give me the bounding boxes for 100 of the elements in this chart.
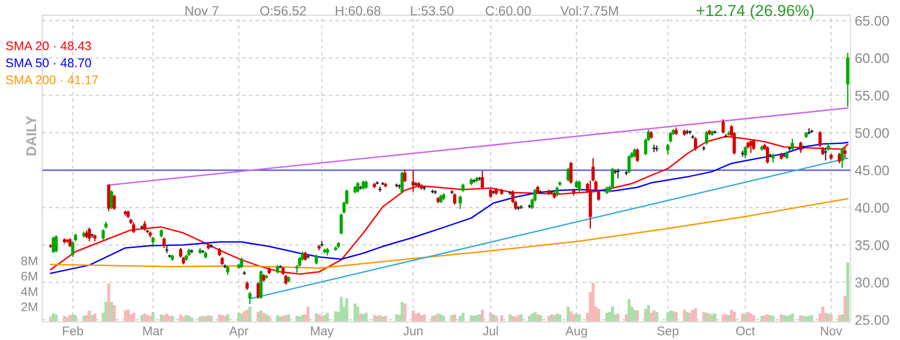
candlestick [314, 254, 318, 266]
candlestick [162, 236, 166, 249]
candlestick [578, 180, 581, 192]
candlestick [356, 181, 360, 194]
candlestick [556, 186, 559, 197]
annotation: H:60.68 [336, 6, 380, 16]
y2-tick-label: 2M [21, 302, 38, 312]
candlestick [102, 228, 105, 240]
x-tick-label: Apr [229, 326, 248, 338]
line-series [50, 198, 848, 269]
y-tick-label: 25.00 [855, 315, 889, 325]
bar [480, 310, 484, 322]
x-tick-label: Feb [63, 326, 83, 336]
y-tick-label: 60.00 [855, 53, 889, 64]
y-tick-label: 50.00 [855, 128, 889, 138]
text: SMA 200 · 41.17 [6, 75, 98, 84]
bar [240, 314, 244, 322]
x-tick-label: Mar [143, 326, 164, 336]
candlestick [453, 192, 456, 206]
bar [500, 315, 504, 322]
bar [112, 305, 116, 322]
candlestick [766, 146, 770, 164]
bar [799, 315, 802, 322]
candlestick [132, 222, 136, 234]
candlestick [666, 143, 670, 156]
candlestick [54, 234, 58, 254]
candlestick [768, 153, 772, 158]
y2-tick-label: 4M [21, 287, 38, 296]
bar [403, 304, 406, 322]
bar [179, 314, 182, 322]
bar [400, 302, 404, 322]
annotation: L:53.50 [411, 6, 454, 16]
candlestick [143, 220, 146, 232]
candlestick [704, 130, 708, 146]
bar [655, 312, 658, 322]
bar [306, 306, 310, 322]
x-tick-label: Jun [403, 326, 422, 336]
candlestick [458, 194, 462, 210]
bar [354, 304, 357, 322]
text: SMA 50 · 48.70 [6, 58, 92, 68]
candlestick [320, 240, 324, 248]
candlestick [400, 171, 404, 194]
candlestick [340, 212, 343, 236]
y-tick-label: 30.00 [855, 278, 889, 288]
bar [126, 310, 130, 322]
bar [520, 314, 523, 322]
candlestick [668, 131, 672, 144]
annotation: O:56.52 [260, 6, 306, 16]
candlestick [840, 147, 844, 169]
bar [107, 284, 110, 322]
bar [686, 312, 689, 322]
bar [226, 314, 230, 322]
x-tick-label: Jul [482, 326, 498, 336]
candlestick [610, 167, 614, 189]
candlestick [790, 138, 794, 151]
y2-tick-label: 6M [21, 272, 38, 281]
candlestick [403, 168, 406, 183]
candlestick [240, 257, 244, 269]
annotation: +12.74 (26.96%) [696, 4, 814, 20]
candlestick [256, 282, 260, 300]
bar [732, 312, 736, 322]
y-tick-label: 65.00 [855, 16, 889, 26]
candlestick [566, 167, 570, 182]
x-tick-label: Oct [736, 326, 755, 336]
bar [592, 282, 595, 322]
annotation: Vol:7.75M [560, 6, 618, 16]
y-tick-label: 55.00 [855, 90, 889, 101]
candlestick [799, 141, 802, 154]
bar [694, 308, 698, 322]
bar [359, 314, 362, 322]
bar [578, 314, 581, 322]
candlestick [107, 184, 110, 212]
bar [746, 312, 750, 322]
bar [326, 312, 329, 322]
candlestick [112, 194, 116, 210]
candlestick [636, 148, 639, 163]
x-tick-label: Sep [657, 326, 678, 338]
y-tick-label: 40.00 [854, 202, 889, 213]
bar [538, 315, 542, 322]
candlestick [843, 146, 847, 159]
x-tick-label: Nov [821, 326, 842, 336]
candlestick [744, 146, 747, 159]
candlestick [722, 118, 725, 134]
y-tick-label: 45.00 [854, 165, 889, 176]
bar [566, 306, 570, 322]
candlestick [752, 138, 756, 151]
text: SMA 20 · 48.43 [6, 41, 92, 50]
candlestick [71, 240, 74, 258]
annotation: C:60.00 [486, 6, 531, 16]
y2-tick-label: 8M [21, 256, 38, 266]
candlestick [694, 136, 698, 152]
bar [810, 315, 814, 322]
candlestick [422, 185, 426, 191]
candlestick [655, 144, 658, 152]
candlestick [480, 170, 484, 190]
candlestick [818, 130, 822, 148]
y-tick-label: 35.00 [855, 240, 889, 250]
x-tick-label: May [311, 326, 334, 338]
bar [345, 298, 348, 322]
candlestick [569, 161, 573, 184]
